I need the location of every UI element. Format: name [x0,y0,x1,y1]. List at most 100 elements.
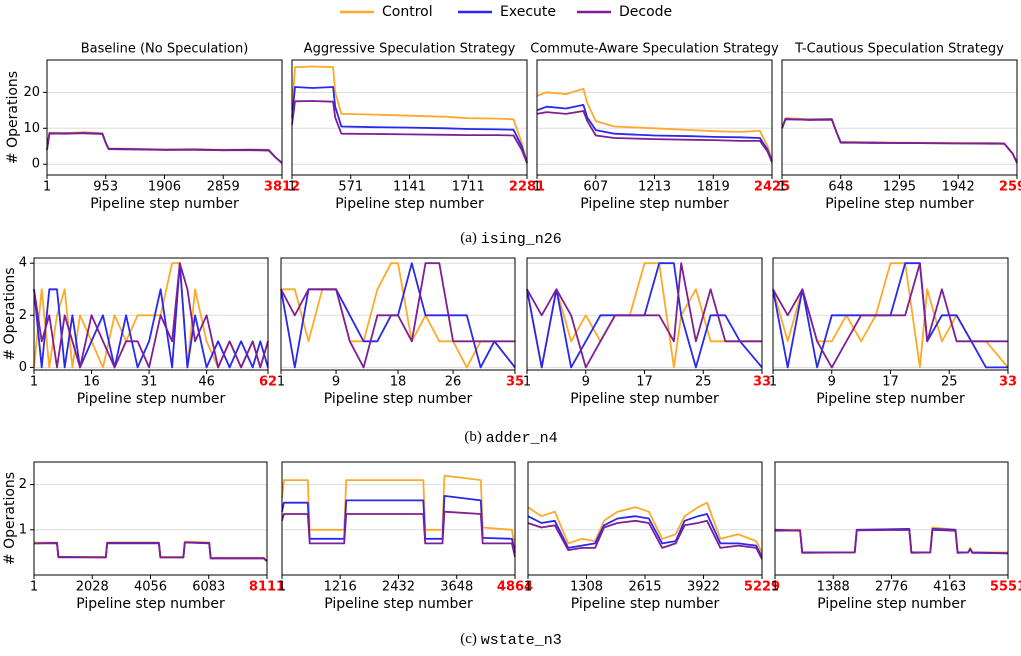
series-line [536,110,773,163]
x-axis-label: Pipeline step number [817,596,966,612]
x-tick-label: 2028 [76,580,109,595]
x-tick-label: 6083 [192,580,225,595]
caption-tag: (c) [460,631,477,647]
x-tick-label: 25 [695,375,712,390]
panel-title: Aggressive Speculation Strategy [304,42,516,57]
x-tick-label: 4056 [134,580,167,595]
x-tick-label: 1 [43,180,51,195]
x-tick-label: 2281 [509,180,545,195]
x-tick-label: 1 [30,580,38,595]
x-tick-label: 3922 [687,580,720,595]
x-tick-label: 1213 [638,180,671,195]
x-tick-label: 46 [198,375,215,390]
x-tick-label: 18 [390,375,407,390]
x-tick-label: 1216 [324,580,357,595]
panel-title: Commute-Aware Speculation Strategy [530,42,779,57]
x-tick-label: 1 [523,375,531,390]
legend-label: Execute [500,4,556,20]
x-tick-label: 3812 [264,180,300,195]
x-tick-label: 17 [636,375,653,390]
x-tick-label: 4163 [933,580,966,595]
y-axis-label: # Operations [2,267,18,360]
y-tick-label: 0 [19,360,27,375]
x-tick-label: 25 [941,375,958,390]
series-line [33,262,269,369]
y-axis-label: # Operations [2,472,18,565]
x-tick-label: 1 [278,580,286,595]
x-tick-label: 62 [259,375,277,390]
x-axis-label: Pipeline step number [335,196,484,212]
x-tick-label: 3648 [440,580,473,595]
x-tick-label: 9 [582,375,590,390]
series-line [527,501,763,553]
series-line [774,528,1009,555]
x-tick-label: 1 [288,180,296,195]
x-axis-label: Pipeline step number [90,196,239,212]
x-tick-label: 5551 [990,580,1021,595]
y-axis-label: # Operations [5,71,21,164]
x-tick-label: 1 [524,580,532,595]
legend-label: Decode [619,4,672,20]
x-tick-label: 1 [277,375,285,390]
plot-frame [774,461,1009,576]
x-tick-label: 1 [533,180,541,195]
x-tick-label: 1295 [883,180,916,195]
x-tick-label: 571 [338,180,363,195]
x-tick-label: 648 [828,180,853,195]
x-tick-label: 1308 [570,580,603,595]
caption: (c) wstate_n3 [460,631,561,649]
series-line [46,132,283,164]
x-tick-label: 26 [445,375,462,390]
series-line [781,118,1018,164]
x-tick-label: 1819 [697,180,730,195]
x-axis-label: Pipeline step number [76,596,225,612]
x-tick-label: 35 [506,375,524,390]
y-tick-label: 2 [19,477,27,492]
x-tick-label: 2615 [628,580,661,595]
caption: (a) ising_n26 [460,230,561,248]
x-tick-label: 4864 [497,580,533,595]
caption-name: ising_n26 [481,231,562,248]
x-tick-label: 2859 [207,180,240,195]
y-tick-label: 2 [19,308,27,323]
plot-frame [781,59,1018,176]
series-line [46,132,283,164]
series-line [536,87,773,161]
y-tick-label: 0 [32,157,40,172]
x-axis-label: Pipeline step number [324,391,473,407]
x-tick-label: 607 [583,180,608,195]
x-axis-label: Pipeline step number [816,391,965,407]
y-tick-label: 1 [19,522,27,537]
x-tick-label: 17 [882,375,899,390]
x-axis-label: Pipeline step number [571,596,720,612]
plot-frame [46,59,283,176]
series-line [281,262,516,369]
series-line [281,510,516,558]
series-line [772,262,1008,369]
x-tick-label: 1942 [942,180,975,195]
series-line [291,86,528,164]
series-line [33,262,269,369]
series-line [281,474,516,549]
y-tick-label: 4 [19,256,27,271]
x-tick-label: 1 [778,180,786,195]
x-tick-label: 5229 [744,580,780,595]
caption-name: wstate_n3 [481,632,562,649]
plot-frame [536,59,773,176]
x-tick-label: 8111 [249,580,285,595]
series-line [291,65,528,163]
x-tick-label: 1388 [817,580,850,595]
caption-tag: (b) [464,429,482,445]
x-axis-label: Pipeline step number [77,391,226,407]
x-tick-label: 1 [771,580,779,595]
caption-tag: (a) [460,230,477,246]
plot-frame [33,257,269,371]
x-tick-label: 1 [769,375,777,390]
x-tick-label: 33 [999,375,1017,390]
y-tick-label: 20 [23,85,40,100]
x-tick-label: 2590 [999,180,1021,195]
series-line [536,104,773,162]
x-tick-label: 953 [93,180,118,195]
series-line [527,513,763,558]
